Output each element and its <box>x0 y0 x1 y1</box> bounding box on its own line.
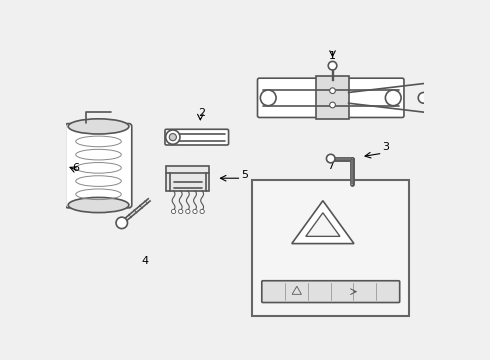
Ellipse shape <box>68 119 129 134</box>
Text: 1: 1 <box>329 50 336 60</box>
Text: 2: 2 <box>198 108 206 118</box>
Circle shape <box>330 102 335 108</box>
Circle shape <box>326 154 335 163</box>
Circle shape <box>330 88 335 94</box>
FancyBboxPatch shape <box>262 281 400 302</box>
Circle shape <box>386 90 401 106</box>
FancyBboxPatch shape <box>65 123 132 208</box>
Text: 5: 5 <box>242 170 248 180</box>
FancyBboxPatch shape <box>167 166 209 191</box>
Circle shape <box>328 62 337 70</box>
Text: 7: 7 <box>327 161 334 171</box>
Circle shape <box>169 134 176 141</box>
FancyBboxPatch shape <box>252 180 409 316</box>
Text: 6: 6 <box>72 163 79 173</box>
Circle shape <box>172 209 176 213</box>
Polygon shape <box>292 201 354 244</box>
Circle shape <box>200 209 204 213</box>
Text: 3: 3 <box>383 141 390 152</box>
Circle shape <box>186 209 190 213</box>
FancyBboxPatch shape <box>317 76 348 119</box>
FancyBboxPatch shape <box>165 129 228 145</box>
Ellipse shape <box>68 197 129 213</box>
Circle shape <box>116 217 127 229</box>
Circle shape <box>166 130 180 144</box>
Circle shape <box>260 90 276 106</box>
Circle shape <box>418 93 429 103</box>
FancyBboxPatch shape <box>258 78 404 117</box>
Text: 4: 4 <box>142 256 148 266</box>
Polygon shape <box>306 213 340 237</box>
Circle shape <box>193 209 197 213</box>
Circle shape <box>178 209 183 213</box>
